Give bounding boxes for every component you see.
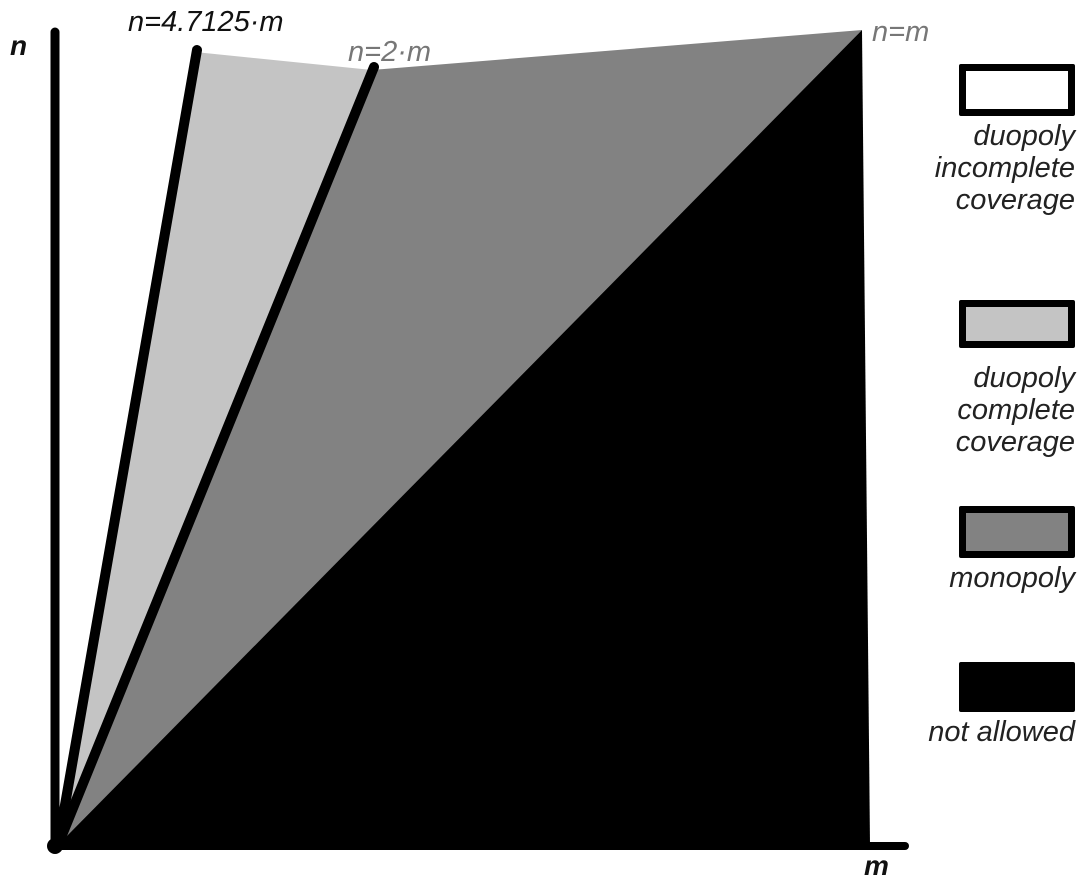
legend-swatch <box>959 662 1075 712</box>
boundary-line-4.7125m <box>53 45 202 850</box>
boundary-label-2m: n=2·m <box>348 36 432 68</box>
legend-label: monopoly <box>949 562 1075 594</box>
x-axis-label: m <box>864 850 889 881</box>
boundary-line-2m <box>53 62 379 850</box>
boundary-label-4.7125m: n=4.7125·m <box>128 6 284 38</box>
region-not-allowed <box>58 30 870 845</box>
legend-item-duopoly-complete: duopoly complete coverage <box>956 300 1075 458</box>
origin-point <box>47 838 63 854</box>
legend-label: duopoly complete coverage <box>955 362 1075 458</box>
legend-label: duopoly incomplete coverage <box>934 120 1075 216</box>
legend-swatch <box>959 64 1075 116</box>
legend-swatch <box>959 300 1075 348</box>
legend-item-not-allowed: not allowed <box>928 662 1075 748</box>
legend-label: not allowed <box>928 716 1075 748</box>
legend-item-duopoly-incomplete: duopoly incomplete coverage <box>935 64 1075 216</box>
legend-swatch <box>959 506 1075 558</box>
legend-item-monopoly: monopoly <box>949 506 1075 594</box>
boundary-label-m: n=m <box>872 16 930 48</box>
y-axis-label: n <box>10 30 28 61</box>
